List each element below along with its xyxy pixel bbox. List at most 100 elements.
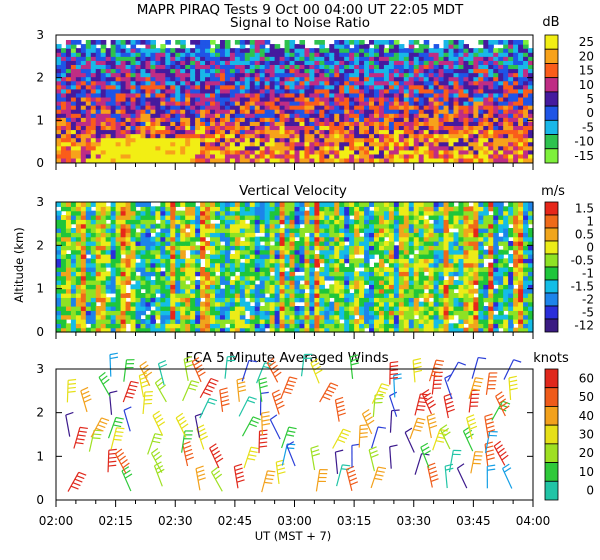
snr-cell	[468, 141, 474, 147]
vel-cell	[120, 319, 127, 324]
snr-cell	[205, 121, 211, 126]
snr-cell	[95, 56, 102, 61]
vel-cell	[264, 310, 271, 316]
vel-cell	[239, 275, 246, 281]
snr-cell	[408, 52, 415, 57]
snr-cell	[135, 133, 142, 139]
snr-cell	[205, 40, 211, 45]
snr-cell	[349, 48, 355, 53]
snr-cell	[155, 133, 161, 139]
snr-cell	[284, 96, 291, 102]
vel-cell	[105, 262, 112, 268]
vel-cell	[234, 288, 241, 294]
vel-cell	[65, 210, 72, 216]
vel-cell	[145, 267, 152, 272]
snr-cell	[140, 40, 147, 45]
snr-cell	[254, 44, 261, 49]
snr-cell	[508, 40, 514, 45]
snr-cell	[205, 141, 211, 147]
snr-cell	[299, 96, 306, 102]
snr-cell	[443, 68, 450, 74]
snr-cell	[234, 64, 241, 70]
vel-cell	[359, 301, 365, 307]
vel-cell	[190, 258, 196, 264]
vel-cell	[339, 249, 345, 255]
vel-cell	[408, 288, 415, 294]
snr-cell	[364, 84, 370, 90]
vel-cell	[314, 301, 320, 307]
snr-cell	[329, 129, 335, 135]
snr-cell	[70, 52, 77, 57]
snr-cell	[205, 92, 211, 98]
snr-cell	[244, 101, 251, 106]
snr-cell	[508, 121, 514, 126]
snr-cell	[488, 84, 494, 90]
vel-cell	[364, 245, 370, 251]
vel-cell	[65, 314, 72, 320]
snr-cell	[274, 64, 281, 70]
snr-cell	[135, 101, 142, 106]
vel-cell	[180, 267, 186, 272]
vel-cell	[185, 241, 191, 246]
vel-cell	[234, 245, 241, 251]
vel-cell	[195, 301, 201, 307]
vel-cell	[195, 223, 201, 229]
snr-cell	[145, 153, 152, 159]
vel-cell	[279, 232, 286, 238]
snr-cell	[289, 129, 296, 135]
vel-cell	[160, 327, 166, 333]
snr-cell	[70, 117, 77, 122]
snr-cell	[453, 84, 460, 90]
vel-cell	[274, 206, 281, 212]
snr-cell	[130, 157, 137, 163]
snr-cell	[453, 68, 460, 74]
snr-cell	[224, 64, 231, 70]
snr-cell	[150, 92, 156, 98]
vel-cell	[110, 202, 117, 207]
vel-cell	[210, 228, 216, 233]
snr-cell	[299, 60, 306, 65]
snr-cell	[130, 52, 137, 57]
snr-cell	[244, 72, 251, 78]
snr-cell	[205, 109, 211, 114]
snr-cell	[364, 52, 370, 57]
vel-cell	[145, 327, 152, 333]
snr-cell	[378, 88, 385, 94]
vel-cell	[175, 280, 181, 285]
snr-cell	[304, 113, 311, 118]
vel-cell	[289, 310, 296, 316]
snr-cell	[115, 101, 122, 106]
vel-cell	[140, 297, 147, 303]
snr-cell	[269, 153, 276, 159]
snr-cell	[175, 68, 181, 74]
snr-cell	[319, 84, 325, 90]
vel-cell	[289, 297, 296, 303]
snr-cell	[398, 64, 405, 70]
vel-cell	[170, 306, 176, 311]
snr-cell	[334, 129, 340, 135]
vel-cell	[170, 327, 176, 333]
snr-cell	[120, 88, 127, 94]
vel-cell	[254, 327, 261, 333]
vel-cell	[125, 210, 132, 216]
vel-cell	[279, 267, 286, 272]
snr-cell	[314, 72, 320, 78]
vel-cell	[344, 202, 350, 207]
snr-cell	[279, 149, 286, 155]
snr-cell	[364, 129, 370, 135]
vel-cell	[60, 215, 67, 220]
snr-cell	[438, 88, 445, 94]
snr-cell	[200, 117, 206, 122]
vel-cell	[125, 241, 132, 246]
vel-cell	[279, 258, 286, 264]
vel-cell	[418, 219, 425, 225]
snr-cell	[443, 109, 450, 114]
vel-cell	[324, 271, 330, 277]
snr-cell	[518, 121, 524, 126]
snr-cell	[294, 133, 301, 139]
snr-cell	[528, 141, 534, 147]
snr-cell	[150, 76, 156, 82]
snr-cell	[349, 76, 355, 82]
snr-cell	[254, 153, 261, 159]
snr-cell	[428, 105, 435, 110]
